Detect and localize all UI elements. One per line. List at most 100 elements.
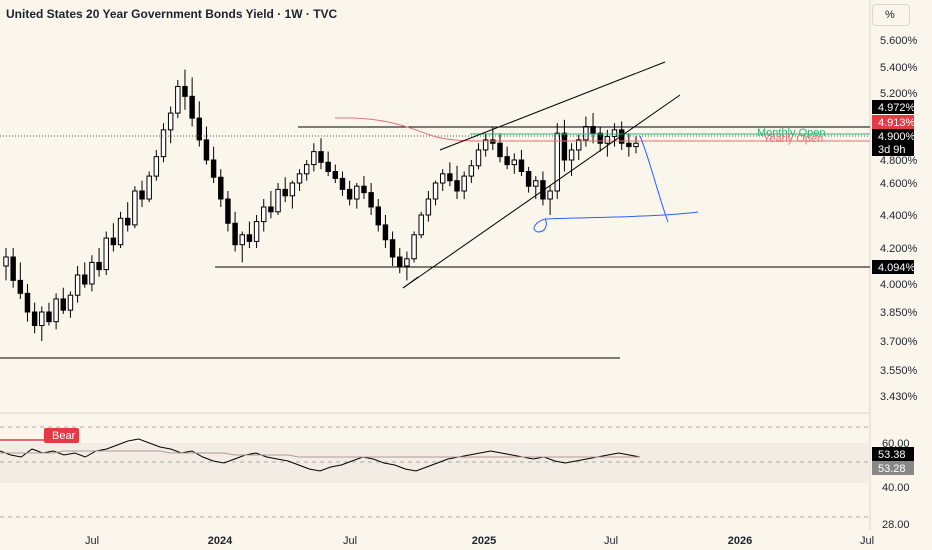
- candle-body: [604, 136, 611, 144]
- candle-body: [3, 256, 9, 267]
- rsi-badge-label: 53.28: [878, 463, 906, 475]
- unit-selector[interactable]: %: [872, 4, 910, 26]
- candle-body: [31, 311, 38, 327]
- candle-body: [218, 176, 224, 200]
- candle-body: [439, 173, 446, 184]
- rsi-band: [0, 443, 870, 483]
- y-tick-label: 5.400%: [880, 62, 918, 74]
- candle-body: [146, 175, 152, 200]
- candle-body: [10, 256, 16, 281]
- wedge-upper-line: [439, 61, 666, 151]
- price-badge-label: 4.900%: [878, 131, 916, 143]
- price-badge: [872, 115, 914, 129]
- x-tick-label: Jul: [343, 535, 357, 547]
- candle-body: [497, 142, 503, 158]
- moving-average-curve: [334, 117, 521, 142]
- candle-body: [561, 132, 568, 161]
- x-tick-label: Jul: [604, 535, 618, 547]
- rsi-series-line: [0, 450, 640, 458]
- candle-body: [633, 142, 639, 148]
- candle-body: [576, 139, 582, 151]
- wedge-lower-line: [402, 94, 681, 289]
- price-badge: [872, 260, 914, 274]
- candle-body: [24, 292, 31, 313]
- y-tick-label: 5.600%: [880, 35, 918, 47]
- candle-body: [447, 173, 453, 182]
- candle-body: [332, 171, 339, 179]
- candle-body: [461, 175, 467, 192]
- candle-body: [239, 234, 245, 246]
- y-tick-label: 4.600%: [880, 178, 918, 190]
- candle-body: [296, 173, 303, 184]
- projection-curve: [639, 135, 669, 223]
- candle-body: [490, 139, 496, 144]
- yearly-open-label: Yearly Open: [763, 133, 823, 145]
- y-tick-label: 4.400%: [880, 210, 918, 222]
- candle-body: [404, 258, 410, 267]
- candle-body: [117, 217, 124, 246]
- candle-body: [232, 222, 238, 246]
- candle-body: [132, 190, 138, 226]
- candle-body: [110, 237, 117, 246]
- rsi-tick-label: 28.00: [882, 519, 910, 531]
- y-tick-label: 3.550%: [880, 365, 918, 377]
- y-tick-label: 3.430%: [880, 391, 918, 403]
- rsi-badge: [872, 447, 914, 461]
- candle-body: [554, 132, 560, 192]
- candle-body: [611, 129, 618, 138]
- candle-body: [568, 149, 575, 161]
- rsi-series-line: [0, 438, 641, 472]
- blue-circle-mark: [533, 218, 547, 233]
- candle-body: [96, 261, 102, 271]
- candle-body: [325, 161, 331, 173]
- candle-body: [268, 206, 274, 213]
- candle-body: [210, 159, 217, 178]
- candle-body: [182, 86, 188, 97]
- candle-body: [511, 159, 518, 166]
- price-badge: [872, 100, 914, 114]
- y-tick-label: 3.700%: [880, 336, 918, 348]
- candle-body: [318, 151, 324, 163]
- candle-body: [525, 171, 532, 187]
- candle-body: [160, 129, 167, 158]
- candle-body: [432, 182, 439, 200]
- x-tick-label: 2024: [208, 535, 233, 547]
- candle-body: [583, 126, 589, 141]
- y-tick-label: 5.200%: [880, 88, 918, 100]
- candle-body: [246, 234, 253, 242]
- candle-body: [175, 86, 181, 114]
- rsi-badge-label: 53.38: [878, 449, 906, 461]
- wedge-start: [402, 276, 419, 289]
- price-badge-label: 4.913%: [878, 117, 916, 129]
- candle-body: [17, 279, 24, 294]
- y-tick-label: 4.800%: [880, 155, 918, 167]
- candle-body: [597, 132, 603, 144]
- candle-body: [475, 149, 482, 167]
- candle-body: [46, 311, 52, 323]
- candle-body: [253, 221, 260, 242]
- bear-label-box: [44, 428, 79, 443]
- x-tick-label: Jul: [860, 535, 874, 547]
- price-badge-label: 4.972%: [878, 102, 916, 114]
- bear-label: Bear: [52, 430, 76, 442]
- candle-body: [626, 142, 632, 148]
- candle-body: [282, 188, 288, 197]
- candle-body: [425, 198, 432, 216]
- candle-body: [60, 298, 66, 311]
- candle-body: [82, 274, 88, 285]
- candle-body: [354, 185, 360, 200]
- candle-body: [124, 217, 131, 226]
- candle-body: [203, 139, 210, 161]
- candle-body: [382, 224, 389, 241]
- candle-body: [339, 177, 346, 190]
- candle-body: [289, 182, 296, 197]
- candle-body: [346, 188, 353, 200]
- candle-body: [468, 165, 475, 177]
- x-tick-label: 2026: [728, 535, 752, 547]
- candle-body: [389, 239, 396, 258]
- candle-body: [518, 159, 525, 172]
- candle-body: [361, 185, 367, 194]
- candle-body: [368, 192, 374, 208]
- y-tick-label: 4.200%: [880, 243, 918, 255]
